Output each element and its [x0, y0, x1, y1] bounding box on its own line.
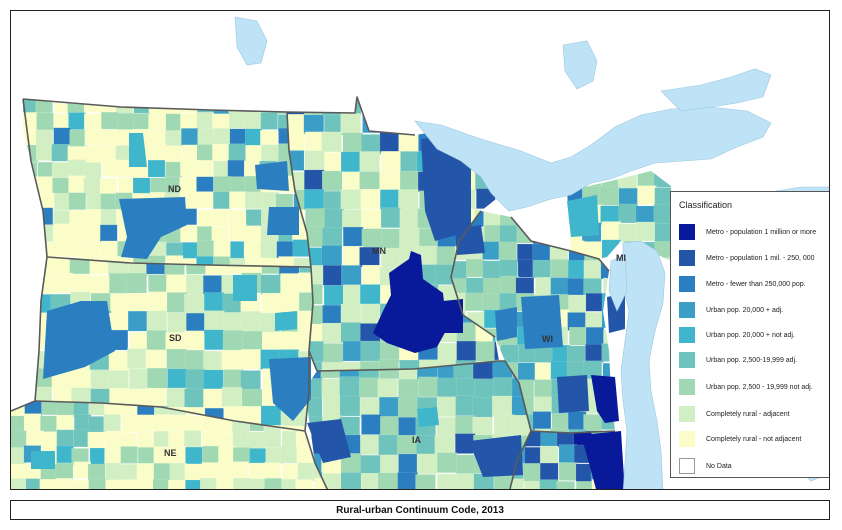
metro-sioux-city [307, 419, 351, 463]
urban-marquette [567, 195, 599, 237]
legend-item-rural-not-adj: Completely rural - not adjacent [679, 431, 801, 447]
border-wi-ia [499, 360, 532, 489]
border-canada [22, 96, 416, 136]
legend-item-no-data: No Data [679, 458, 732, 474]
urban-scottsbluff [31, 451, 55, 469]
urban-brookings [275, 311, 297, 331]
legend-label: Urban pop. 20,000 + adj. [706, 306, 784, 314]
legend-swatch [679, 327, 695, 343]
legend-label: Urban pop. 2,500-19,999 adj. [706, 356, 798, 364]
legend-title: Classification [679, 200, 733, 210]
metro-core-layer [31, 133, 625, 489]
border-nd-sd [46, 256, 312, 268]
legend-swatch [679, 250, 695, 266]
border-wi-il [530, 430, 616, 434]
metro-bismarck [119, 197, 187, 259]
caption-box: Rural-urban Continuum Code, 2013 [10, 500, 830, 520]
metro-milwaukee [591, 375, 619, 423]
border-sd-ne [34, 400, 306, 432]
state-border-layer [11, 96, 616, 489]
legend-label: Metro - population 1 mil. - 250, 000 [706, 254, 815, 262]
metro-rapid-city [43, 301, 115, 379]
metro-wausau [521, 295, 563, 349]
metro-st-paul-east [443, 299, 463, 333]
metro-duluth [421, 135, 471, 241]
state-label-wi: WI [542, 334, 553, 344]
state-label-mn: MN [372, 246, 386, 256]
metro-eau-claire [495, 307, 517, 341]
legend-label: Urban pop. 2,500 - 19,999 not adj. [706, 383, 813, 391]
legend-swatch [679, 352, 695, 368]
border-sd-mn [308, 266, 318, 372]
metro-madison-north [557, 375, 589, 413]
metro-minneapolis [373, 251, 447, 353]
legend-item-urban-2500-not-adj: Urban pop. 2,500 - 19,999 not adj. [679, 379, 813, 395]
green-bay-water [608, 254, 628, 312]
legend-item-rural-adj: Completely rural - adjacent [679, 406, 790, 422]
metro-sioux-falls [269, 357, 311, 421]
county-map[interactable]: ND SD NE MN IA WI MI [11, 11, 830, 490]
urban-aberdeen [233, 275, 257, 301]
metro-superior [455, 225, 485, 255]
urban-fort-dodge [417, 407, 439, 427]
legend-swatch [679, 224, 695, 240]
legend-swatch [679, 302, 695, 318]
border-mn-ia [316, 360, 500, 372]
border-west [11, 98, 48, 412]
urban-minot [129, 133, 147, 167]
border-wi-mi [510, 216, 610, 272]
legend-label: Completely rural - not adjacent [706, 435, 802, 443]
metro-waterloo [469, 435, 523, 477]
metro-chicago [581, 431, 625, 489]
legend-item-metro-250k-1m: Metro - population 1 mil. - 250, 000 [679, 250, 815, 266]
metro-grand-forks [255, 161, 289, 191]
map-legend: Classification Metro - population 1 mill… [670, 191, 829, 478]
lake-superior [414, 106, 772, 212]
legend-swatch [679, 458, 695, 474]
legend-swatch [679, 406, 695, 422]
legend-label: Metro - fewer than 250,000 pop. [706, 280, 806, 288]
legend-swatch [679, 431, 695, 447]
state-label-mi: MI [616, 253, 626, 263]
legend-label: Metro - population 1 million or more [706, 228, 817, 236]
legend-label: Urban pop. 20,000 + not adj. [706, 331, 795, 339]
legend-swatch [679, 276, 695, 292]
border-sd-ia [304, 351, 329, 489]
lake-nipigon [562, 40, 598, 90]
county-layer [11, 97, 671, 489]
legend-item-metro-under-250k: Metro - fewer than 250,000 pop. [679, 276, 806, 292]
legend-label: Completely rural - adjacent [706, 410, 790, 418]
legend-label: No Data [706, 462, 732, 470]
lake-lake-of-the-woods [234, 16, 268, 66]
legend-item-urban-20k-not-adj: Urban pop. 20,000 + not adj. [679, 327, 795, 343]
lake-michigan [620, 240, 666, 489]
state-label-ia: IA [412, 435, 422, 445]
state-label-nd: ND [168, 184, 181, 194]
map-caption: Rural-urban Continuum Code, 2013 [336, 504, 504, 516]
legend-item-urban-2500-adj: Urban pop. 2,500-19,999 adj. [679, 352, 797, 368]
state-label-layer: ND SD NE MN IA WI MI [164, 184, 626, 458]
map-frame: ND SD NE MN IA WI MI Classification Metr… [10, 10, 830, 490]
legend-item-metro-1m: Metro - population 1 million or more [679, 224, 816, 240]
state-label-ne: NE [164, 448, 177, 458]
border-mn-wi [450, 210, 496, 338]
great-lakes-north [660, 68, 772, 112]
legend-swatch [679, 379, 695, 395]
border-nd-mn [286, 111, 312, 268]
legend-item-urban-20k-adj: Urban pop. 20,000 + adj. [679, 302, 783, 318]
state-label-sd: SD [169, 333, 182, 343]
metro-fargo [267, 207, 299, 235]
